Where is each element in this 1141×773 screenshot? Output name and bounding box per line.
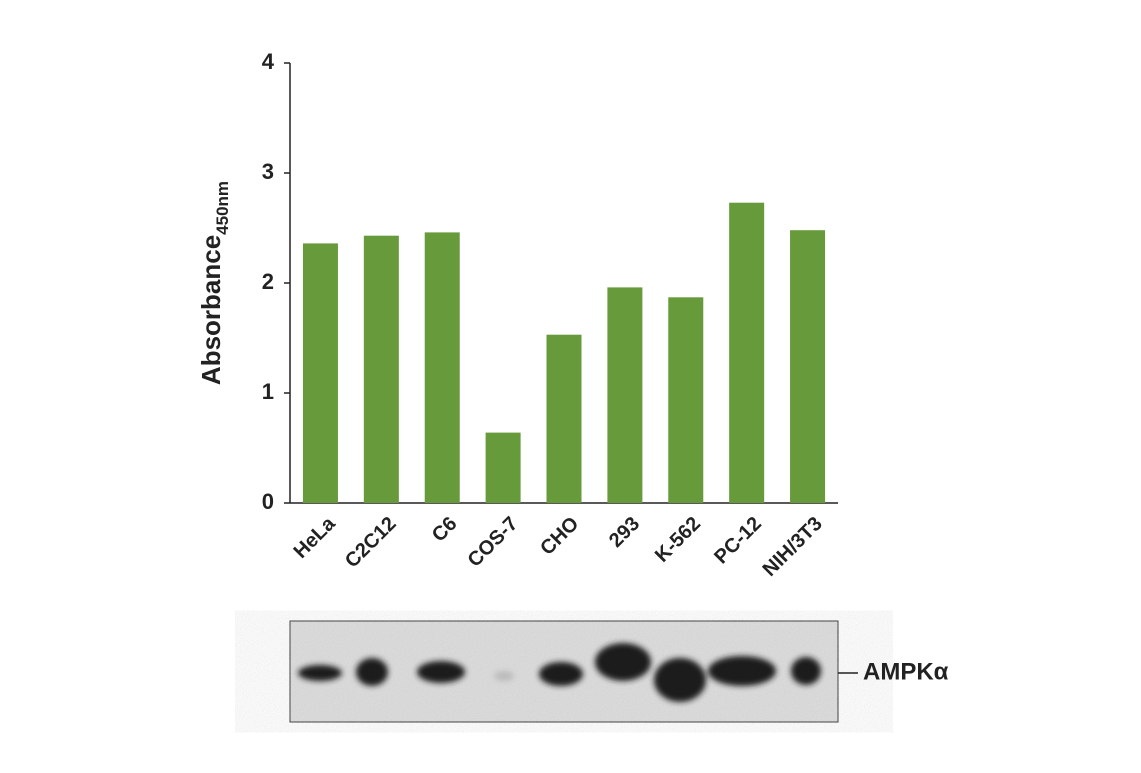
bar (485, 432, 521, 503)
band (708, 656, 776, 686)
y-label-main: Absorbance (196, 235, 226, 385)
bar (546, 334, 582, 503)
y-tick-label: 2 (262, 269, 274, 294)
x-tick-label: NIH/3T3 (759, 513, 827, 581)
bar (729, 202, 765, 503)
band (791, 657, 821, 685)
bar (668, 297, 704, 503)
band (539, 662, 583, 686)
x-tick-label: COS-7 (464, 513, 523, 572)
y-tick-label: 4 (262, 49, 275, 74)
blot-label: AMPKα (863, 658, 949, 685)
western-blot: AMPKα (289, 620, 949, 723)
bar (790, 230, 826, 503)
y-axis-label: Absorbance450nm (196, 181, 232, 385)
blot-bands (298, 643, 821, 702)
x-tick-label: PC-12 (710, 513, 766, 569)
band (595, 643, 651, 681)
x-tick-label: 293 (605, 513, 644, 552)
band (356, 658, 388, 686)
bar (363, 235, 399, 503)
band (298, 665, 342, 681)
y-tick-label: 1 (262, 379, 274, 404)
band (494, 671, 514, 681)
x-tick-label: C6 (428, 513, 462, 547)
x-tick-label: HeLa (290, 512, 341, 563)
x-tick-label: CHO (536, 513, 583, 560)
x-tick-label: C2C12 (341, 513, 401, 573)
x-tick-label: K-562 (651, 513, 705, 567)
y-tick-label: 0 (262, 489, 274, 514)
y-label-subscript: 450nm (213, 181, 232, 235)
bar (424, 232, 460, 503)
band (417, 661, 465, 683)
bar (607, 287, 643, 503)
y-tick-label: 3 (262, 159, 274, 184)
band (654, 658, 706, 702)
bar (302, 243, 338, 503)
